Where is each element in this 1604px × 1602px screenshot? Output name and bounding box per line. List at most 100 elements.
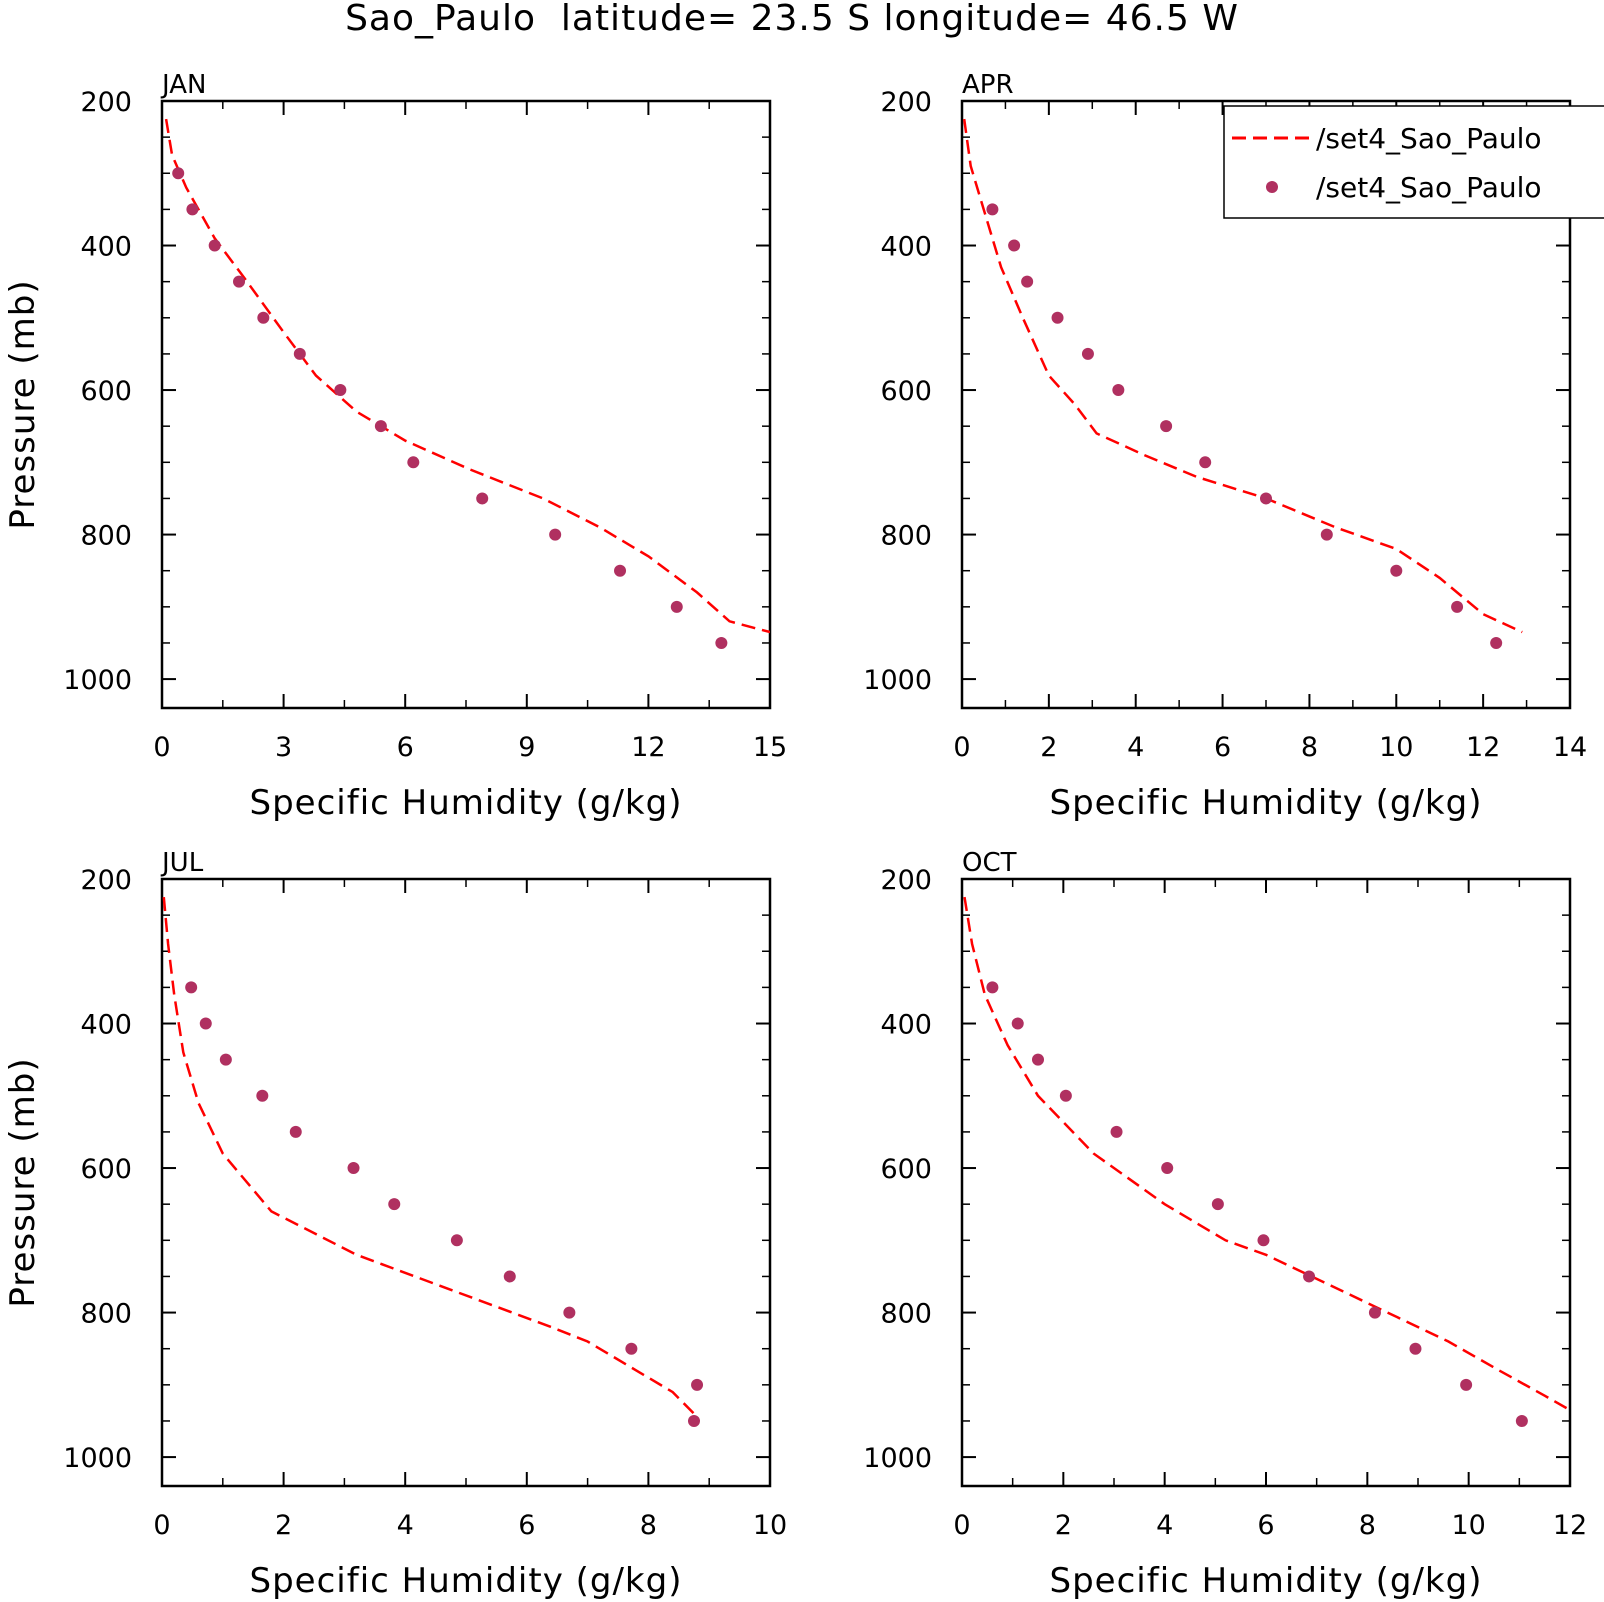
y-tick-label: 800 [880,521,932,552]
legend: /set4_Sao_Paulo /set4_Sao_Paulo [1223,105,1604,219]
data-point [691,1378,704,1391]
data-point [715,636,728,649]
panel-jan: JAN 0 3 6 9 12 15 200 400 600 800 1000 Specific Humi… [3,70,787,823]
data-point [1051,311,1064,324]
data-point [1303,1270,1316,1283]
x-axis-title: Specific Humidity (g/kg) [1050,783,1483,823]
data-point [374,420,387,433]
x-tick-label: 6 [518,1510,535,1541]
plot-frame [160,99,772,710]
y-tick-label: 200 [880,87,932,118]
data-point [670,600,683,613]
data-point [186,203,199,216]
data-point [219,1053,232,1066]
y-tick-label: 200 [880,865,932,896]
data-point [1257,1234,1270,1247]
x-tick-label: 3 [275,732,292,763]
x-axis-title: Specific Humidity (g/kg) [250,783,683,823]
y-tick-label: 400 [880,232,932,263]
data-point [256,1089,269,1102]
data-point [289,1125,302,1138]
data-point [1011,1017,1024,1030]
data-point [1515,1414,1528,1427]
x-tick-label: 10 [753,1510,787,1541]
x-tick-label: 0 [153,1510,170,1541]
data-point [986,203,999,216]
panel-apr: APR 0 2 4 6 8 10 12 14 200 400 600 800 1000 Specific H… [863,70,1587,823]
y-tick-label: 600 [880,1154,932,1185]
data-point [1368,1306,1381,1319]
data-point [1490,636,1503,649]
data-point [1160,420,1173,433]
panel-title: OCT [962,848,1017,878]
x-tick-label: 6 [1214,732,1231,763]
data-point [185,981,198,994]
y-tick-label: 1000 [863,665,932,696]
data-point [688,1414,700,1427]
series-line [962,118,1523,634]
data-point [1211,1198,1224,1211]
x-tick-label: 14 [1553,732,1587,763]
y-tick-label: 1000 [63,665,132,696]
x-tick-label: 0 [153,732,170,763]
data-point [450,1234,463,1247]
y-tick-label: 400 [80,1010,132,1041]
data-point [172,167,185,180]
data-point [1260,492,1272,505]
x-tick-label: 9 [518,732,535,763]
data-point [1320,528,1333,541]
data-point [625,1342,638,1355]
y-tick-label: 1000 [63,1443,132,1474]
data-point [334,384,347,397]
x-tick-label: 2 [275,1510,292,1541]
legend-label-line: /set4_Sao_Paulo [1316,122,1542,155]
panel-title: JAN [160,70,206,100]
series-line [162,896,695,1415]
x-tick-label: 6 [397,732,414,763]
data-point [347,1162,360,1175]
x-tick-label: 2 [1055,1510,1072,1541]
plot-frame [960,877,1572,1488]
y-tick-label: 200 [80,87,132,118]
y-tick-label: 200 [80,865,132,896]
data-point [1112,384,1125,397]
data-point [503,1270,516,1283]
y-axis-title: Pressure (mb) [3,1057,43,1307]
x-tick-label: 0 [953,1510,970,1541]
x-tick-label: 12 [631,732,665,763]
x-tick-label: 8 [1359,1510,1376,1541]
y-tick-label: 400 [880,1010,932,1041]
x-tick-label: 2 [1040,732,1057,763]
data-point [1199,456,1212,469]
data-point [407,456,420,469]
data-point [549,528,562,541]
x-tick-label: 10 [1379,732,1413,763]
x-tick-label: 4 [1127,732,1144,763]
data-point [293,347,306,360]
x-tick-label: 6 [1257,1510,1274,1541]
x-axis-title: Specific Humidity (g/kg) [1050,1561,1483,1601]
data-point [1409,1342,1422,1355]
data-point [1081,347,1094,360]
data-point [614,564,627,577]
x-tick-label: 15 [753,732,787,763]
x-tick-label: 4 [1156,1510,1173,1541]
y-axis-title: Pressure (mb) [3,279,43,529]
figure-title: Sao_Paulo latitude= 23.5 S longitude= 46… [345,0,1239,39]
data-point [563,1306,576,1319]
data-point [1021,275,1034,288]
x-tick-label: 12 [1466,732,1500,763]
x-tick-label: 4 [397,1510,414,1541]
y-tick-label: 600 [880,376,932,407]
data-point [1451,600,1464,613]
x-tick-label: 8 [1301,732,1318,763]
data-point [1059,1089,1072,1102]
x-tick-label: 8 [640,1510,657,1541]
data-point [1460,1378,1473,1391]
legend-label-dots: /set4_Sao_Paulo [1316,171,1542,204]
plot-frame [160,877,772,1488]
legend-dot-swatch [1266,181,1278,193]
x-tick-label: 12 [1553,1510,1587,1541]
